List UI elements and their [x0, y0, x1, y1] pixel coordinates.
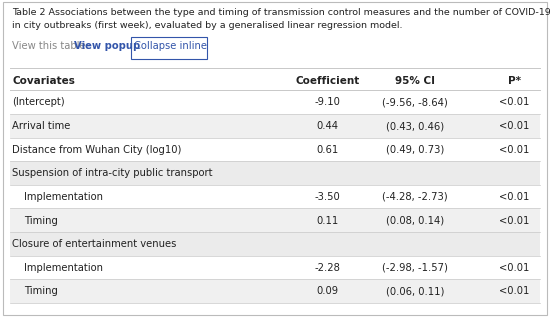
Text: 0.44: 0.44	[316, 121, 338, 131]
Text: Timing: Timing	[24, 286, 58, 296]
FancyBboxPatch shape	[10, 114, 540, 138]
Text: Closure of entertainment venues: Closure of entertainment venues	[12, 239, 177, 249]
Text: in city outbreaks (first week), evaluated by a generalised linear regression mod: in city outbreaks (first week), evaluate…	[12, 21, 403, 29]
FancyBboxPatch shape	[10, 138, 540, 161]
FancyBboxPatch shape	[10, 209, 540, 232]
Text: -3.50: -3.50	[315, 192, 340, 202]
FancyBboxPatch shape	[10, 256, 540, 279]
Text: <0.01: <0.01	[499, 97, 530, 107]
Text: P*: P*	[508, 76, 521, 86]
Text: <0.01: <0.01	[499, 192, 530, 202]
Text: Collapse inline: Collapse inline	[134, 41, 207, 51]
Text: Coefficient: Coefficient	[295, 76, 359, 86]
Text: Distance from Wuhan City (log10): Distance from Wuhan City (log10)	[12, 145, 182, 155]
Text: 95% CI: 95% CI	[395, 76, 435, 86]
Text: 0.11: 0.11	[316, 216, 338, 225]
Text: <0.01: <0.01	[499, 263, 530, 273]
Text: Timing: Timing	[24, 216, 58, 225]
Text: Arrival time: Arrival time	[12, 121, 70, 131]
Text: <0.01: <0.01	[499, 145, 530, 155]
Text: <0.01: <0.01	[499, 121, 530, 131]
Text: Implementation: Implementation	[24, 192, 103, 202]
Text: Implementation: Implementation	[24, 263, 103, 273]
Text: Covariates: Covariates	[12, 76, 75, 86]
Text: <0.01: <0.01	[499, 216, 530, 225]
Text: (-9.56, -8.64): (-9.56, -8.64)	[382, 97, 448, 107]
FancyBboxPatch shape	[10, 90, 540, 114]
FancyBboxPatch shape	[10, 232, 540, 256]
FancyBboxPatch shape	[10, 279, 540, 303]
Text: Table 2 Associations between the type and timing of transmission control measure: Table 2 Associations between the type an…	[12, 8, 550, 17]
FancyBboxPatch shape	[3, 2, 547, 315]
Text: 0.61: 0.61	[316, 145, 338, 155]
Text: -2.28: -2.28	[314, 263, 340, 273]
Text: <0.01: <0.01	[499, 286, 530, 296]
Text: (0.08, 0.14): (0.08, 0.14)	[386, 216, 444, 225]
Text: View this table:: View this table:	[12, 41, 95, 51]
Text: (0.49, 0.73): (0.49, 0.73)	[386, 145, 444, 155]
Text: (0.43, 0.46): (0.43, 0.46)	[386, 121, 444, 131]
Text: (-4.28, -2.73): (-4.28, -2.73)	[382, 192, 448, 202]
Text: -9.10: -9.10	[314, 97, 340, 107]
Text: Suspension of intra-city public transport: Suspension of intra-city public transpor…	[12, 168, 213, 178]
Text: (Intercept): (Intercept)	[12, 97, 65, 107]
Text: (0.06, 0.11): (0.06, 0.11)	[386, 286, 444, 296]
Text: (-2.98, -1.57): (-2.98, -1.57)	[382, 263, 448, 273]
FancyBboxPatch shape	[10, 185, 540, 209]
Text: 0.09: 0.09	[316, 286, 338, 296]
FancyBboxPatch shape	[10, 161, 540, 185]
Text: View popup: View popup	[74, 41, 140, 51]
